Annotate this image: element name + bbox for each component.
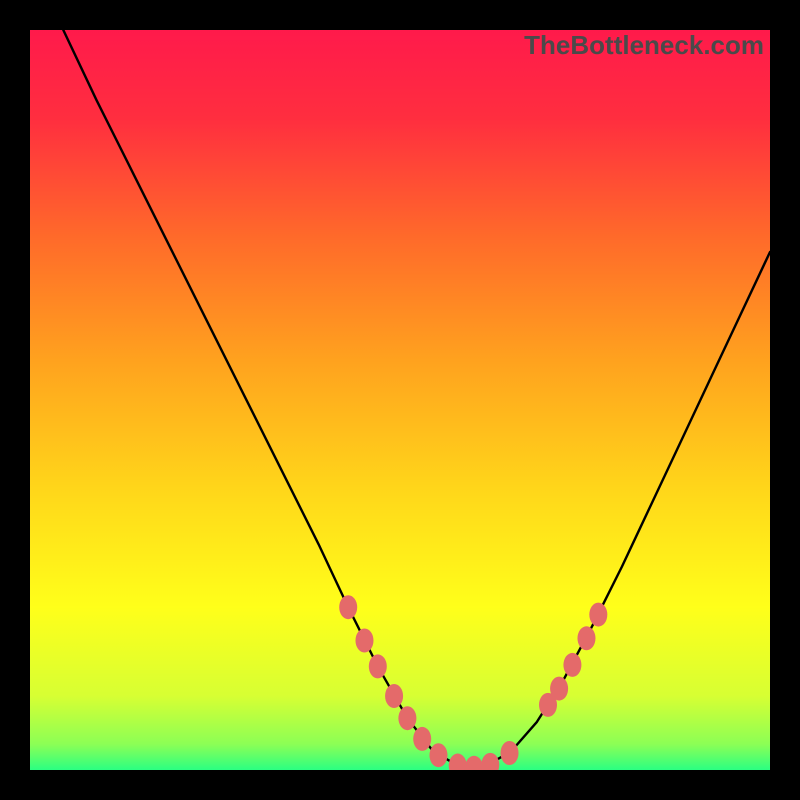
curve-marker bbox=[589, 603, 607, 627]
curve-marker bbox=[339, 595, 357, 619]
curve-marker bbox=[577, 626, 595, 650]
curve-marker bbox=[501, 741, 519, 765]
chart-svg bbox=[30, 30, 770, 770]
curve-marker bbox=[385, 684, 403, 708]
curve-marker bbox=[413, 727, 431, 751]
watermark-text: TheBottleneck.com bbox=[524, 30, 764, 61]
curve-marker bbox=[429, 743, 447, 767]
curve-marker bbox=[398, 706, 416, 730]
curve-marker bbox=[563, 653, 581, 677]
plot-area: TheBottleneck.com bbox=[30, 30, 770, 770]
curve-marker bbox=[550, 677, 568, 701]
curve-marker bbox=[369, 654, 387, 678]
gradient-background bbox=[30, 30, 770, 770]
curve-marker bbox=[355, 629, 373, 653]
